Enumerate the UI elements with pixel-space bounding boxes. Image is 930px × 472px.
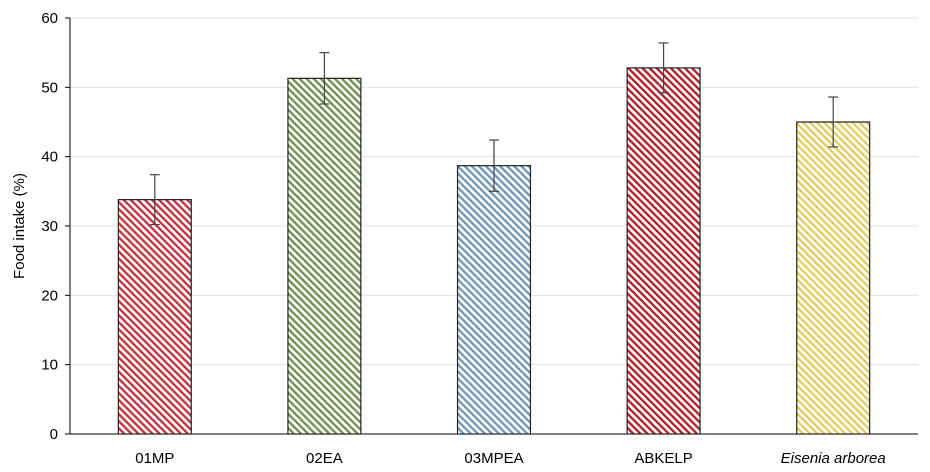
y-tick-label: 0 (50, 426, 58, 443)
y-tick-label: 30 (41, 218, 58, 235)
bar (456, 165, 532, 435)
error-bar (149, 174, 160, 226)
x-category-label: 03MPEA (464, 450, 523, 467)
bar (117, 199, 192, 435)
error-bar (828, 96, 839, 148)
error-bar (319, 52, 330, 105)
error-bars (149, 42, 839, 226)
y-tick-label: 50 (41, 79, 58, 96)
error-bar (658, 42, 669, 94)
y-tick-label: 10 (41, 357, 58, 374)
bar (796, 121, 871, 435)
bar (626, 67, 701, 435)
x-category-label: 02EA (306, 450, 343, 467)
bars (117, 67, 871, 435)
x-category-label: 01MP (135, 450, 174, 467)
x-category-label: Eisenia arborea (781, 450, 886, 467)
error-bar (489, 139, 499, 192)
y-tick-labels: 0 10 20 30 40 50 60 (41, 10, 58, 443)
y-tick-label: 60 (41, 10, 58, 27)
bar (287, 77, 362, 435)
y-tick-label: 20 (41, 287, 58, 304)
y-axis-title: Food intake (%) (11, 173, 28, 279)
y-tick-label: 40 (41, 149, 58, 166)
x-category-label: ABKELP (634, 450, 692, 467)
x-category-labels: 01MP 02EA 03MPEA ABKELP Eisenia arborea (135, 450, 886, 467)
